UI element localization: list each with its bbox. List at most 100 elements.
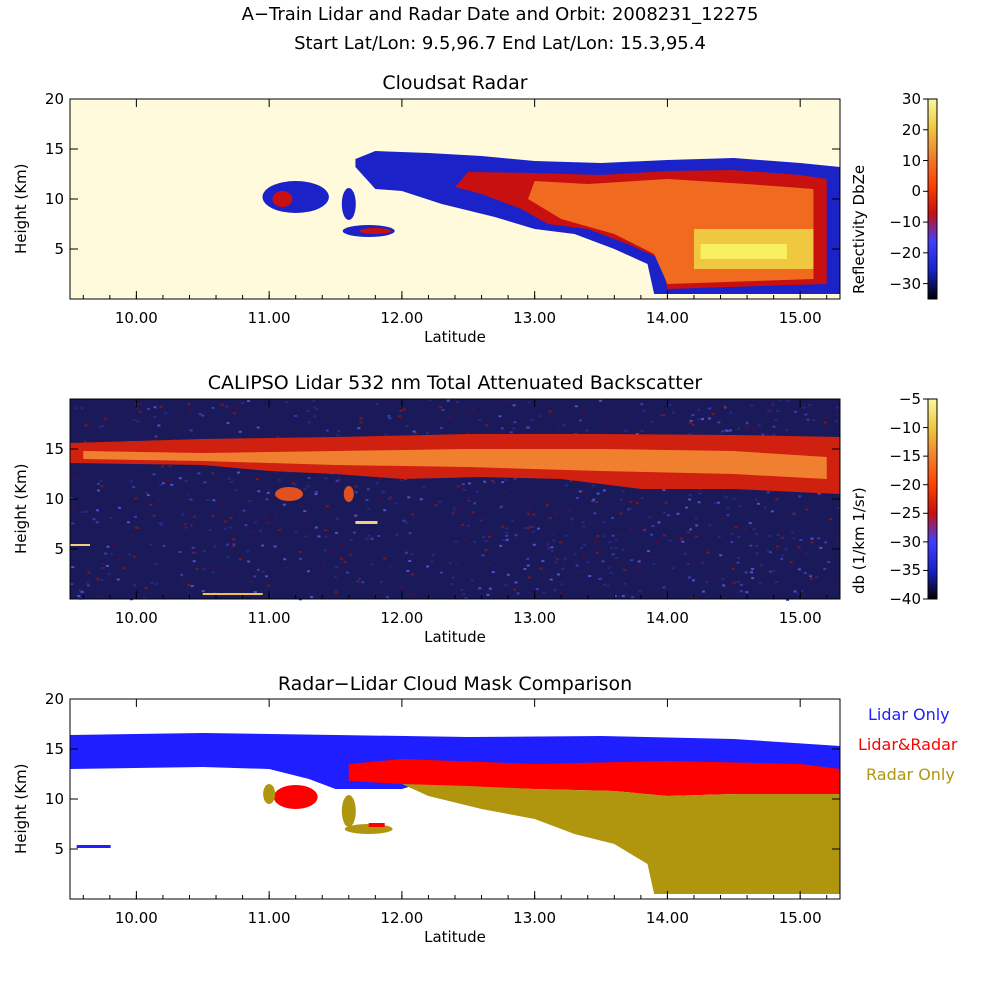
lidar-noise-speck (547, 412, 551, 415)
lidar-noise-speck (772, 569, 776, 572)
lidar-noise-speck (95, 521, 99, 524)
lidar-noise-speck (197, 472, 201, 475)
lidar-noise-speck (203, 481, 207, 484)
lidar-noise-speck (501, 481, 505, 484)
lidar-noise-speck (717, 421, 721, 424)
lidar-noise-speck (211, 566, 215, 569)
lidar-noise-speck (367, 507, 371, 510)
mask-xtick-label: 11.00 (247, 909, 291, 927)
lidar-noise-speck (745, 591, 749, 594)
lidar-noise-speck (721, 577, 725, 580)
lidar-noise-speck (402, 519, 406, 522)
lidar-noise-speck (430, 560, 434, 563)
lidar-noise-speck (366, 488, 370, 491)
lidar-noise-speck (763, 506, 767, 509)
lidar-noise-speck (456, 485, 460, 488)
lidar-noise-speck (246, 550, 250, 553)
lidar-noise-speck (463, 539, 467, 542)
lidar-noise-speck (736, 580, 740, 583)
lidar-noise-speck (652, 563, 656, 566)
lidar-noise-speck (686, 531, 690, 534)
lidar-noise-speck (571, 521, 575, 524)
lidar-noise-speck (253, 575, 257, 578)
lidar-noise-speck (263, 516, 267, 519)
lidar-noise-speck (505, 538, 509, 541)
mask-ytick-label: 20 (44, 690, 64, 708)
lidar-noise-speck (147, 407, 151, 410)
lidar-noise-speck (337, 430, 341, 433)
lidar-noise-speck (628, 507, 632, 510)
lidar-noise-speck (134, 497, 138, 500)
lidar-noise-speck (101, 563, 105, 566)
lidar-noise-speck (835, 420, 839, 423)
lidar-noise-speck (361, 581, 365, 584)
mask-small-cloud-3-core (368, 823, 385, 827)
lidar-noise-speck (482, 536, 486, 539)
lidar-noise-speck (750, 571, 754, 574)
mask-xtick-label: 10.00 (114, 909, 158, 927)
lidar-noise-speck (756, 502, 760, 505)
lidar-noise-speck (109, 516, 113, 519)
lidar-noise-speck (184, 480, 188, 483)
lidar-noise-speck (163, 412, 167, 415)
lidar-noise-speck (504, 479, 508, 482)
lidar-noise-speck (555, 512, 559, 515)
lidar-noise-speck (662, 414, 666, 417)
lidar-noise-speck (308, 421, 312, 424)
lidar-noise-speck (722, 584, 726, 587)
lidar-noise-speck (553, 589, 557, 592)
lidar-noise-speck (567, 510, 571, 513)
lidar-noise-speck (556, 573, 560, 576)
lidar-noise-speck (629, 528, 633, 531)
lidar-noise-speck (232, 538, 236, 541)
lidar-noise-speck (824, 541, 828, 544)
lidar-noise-speck (72, 508, 76, 511)
lidar-noise-speck (310, 596, 314, 599)
lidar-noise-speck (470, 579, 474, 582)
lidar-noise-speck (549, 578, 553, 581)
lidar-noise-speck (211, 515, 215, 518)
lidar-noise-speck (502, 539, 506, 542)
lidar-noise-speck (642, 528, 646, 531)
lidar-noise-speck (581, 490, 585, 493)
radar-xtick-label: 11.00 (247, 309, 291, 327)
lidar-noise-speck (671, 567, 675, 570)
lidar-noise-speck (689, 528, 693, 531)
lidar-noise-speck (383, 557, 387, 560)
lidar-noise-speck (79, 478, 83, 481)
lidar-noise-speck (687, 563, 691, 566)
lidar-noise-speck (189, 498, 193, 501)
lidar-noise-speck (828, 518, 832, 521)
lidar-noise-speck (152, 473, 156, 476)
lidar-noise-speck (198, 413, 202, 416)
lidar-noise-speck (160, 522, 164, 525)
lidar-noise-speck (150, 582, 154, 585)
lidar-noise-speck (637, 560, 641, 563)
lidar-noise-speck (265, 575, 269, 578)
lidar-noise-speck (77, 595, 81, 598)
lidar-noise-speck (695, 517, 699, 520)
lidar-colorbar-tick-label: −10 (889, 418, 921, 437)
lidar-noise-speck (551, 534, 555, 537)
lidar-noise-speck (162, 544, 166, 547)
lidar-noise-speck (284, 401, 288, 404)
lidar-noise-speck (726, 514, 730, 517)
radar-xtick-label: 13.00 (513, 309, 557, 327)
lidar-noise-speck (238, 424, 242, 427)
lidar-noise-speck (614, 547, 618, 550)
lidar-noise-speck (807, 573, 811, 576)
lidar-noise-speck (226, 422, 230, 425)
lidar-colorbar-tick-label: −30 (889, 532, 921, 551)
lidar-noise-speck (630, 559, 634, 562)
lidar-noise-speck (487, 535, 491, 538)
lidar-noise-speck (721, 430, 725, 433)
lidar-noise-speck (446, 399, 450, 402)
lidar-noise-speck (504, 584, 508, 587)
lidar-noise-speck (611, 534, 615, 537)
lidar-noise-speck (204, 465, 208, 468)
lidar-noise-speck (466, 432, 470, 435)
lidar-noise-speck (304, 535, 308, 538)
lidar-noise-speck (208, 528, 212, 531)
lidar-noise-speck (291, 482, 295, 485)
radar-ytick-label: 5 (54, 240, 64, 258)
